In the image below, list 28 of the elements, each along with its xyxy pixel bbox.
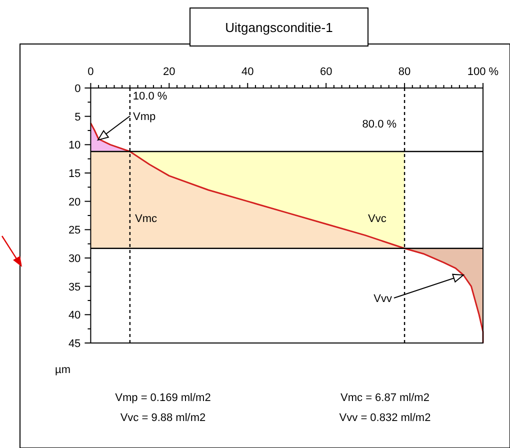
x-tick-label: 40 — [241, 66, 254, 78]
y-tick-label: 0 — [74, 83, 81, 95]
y-tick-label: 30 — [68, 253, 81, 265]
y-axis-title: µm — [55, 364, 71, 376]
y-tick-label: 15 — [68, 168, 81, 180]
y-tick-label: 10 — [68, 140, 81, 152]
x-tick-label: 80 — [398, 66, 411, 78]
y-tick-label: 40 — [68, 310, 81, 322]
y-tick-label: 45 — [68, 338, 81, 350]
y-tick-label: 25 — [68, 224, 81, 237]
ref-line-label: 80.0 % — [362, 118, 397, 131]
annotation: Vvc — [368, 213, 387, 225]
annotation: Vmp — [133, 111, 156, 123]
x-tick-label: 60 — [320, 66, 332, 78]
x-tick-label: 0 — [88, 66, 94, 78]
y-tick-label: 20 — [68, 196, 81, 208]
y-tick-label: 35 — [68, 281, 81, 294]
text: Vmc = 6.87 ml/m2 — [340, 392, 430, 404]
text: Vvc = 9.88 ml/m2 — [120, 412, 206, 424]
ref-line-label: 10.0 % — [132, 90, 168, 102]
chart-title: Uitgangsconditie-1 — [225, 20, 333, 35]
x-tick-label: 100 % — [467, 66, 499, 78]
y-tick-label: 5 — [74, 111, 81, 124]
annotation: Vmc — [135, 213, 158, 225]
text: Vmp = 0.169 ml/m2 — [115, 392, 211, 404]
annotation: Vvv — [374, 293, 392, 305]
text: Vvv = 0.832 ml/m2 — [339, 412, 431, 424]
x-tick-label: 20 — [163, 66, 176, 78]
